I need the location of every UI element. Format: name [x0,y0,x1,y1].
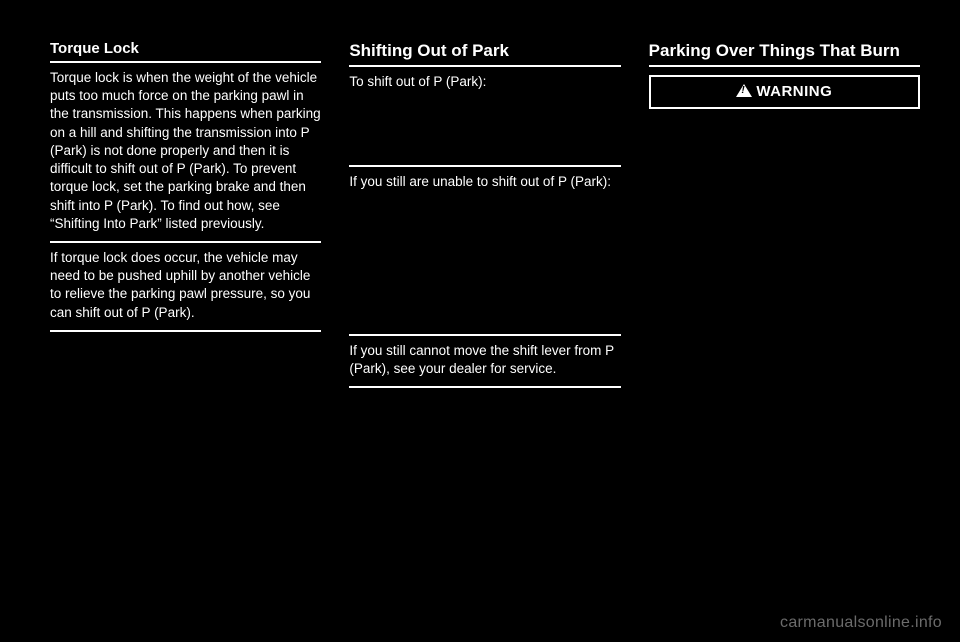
divider [349,165,620,167]
column-3: Parking Over Things That Burn WARNING [649,40,920,394]
parking-burn-heading: Parking Over Things That Burn [649,40,920,61]
divider [349,334,620,336]
shifting-out-dealer: If you still cannot move the shift lever… [349,342,620,378]
divider [349,386,620,388]
shifting-out-intro: To shift out of P (Park): [349,73,620,91]
divider [50,330,321,332]
torque-lock-body-1: Torque lock is when the weight of the ve… [50,69,321,233]
shifting-out-unable: If you still are unable to shift out of … [349,173,620,191]
column-2: Shifting Out of Park To shift out of P (… [349,40,620,394]
shifting-out-heading: Shifting Out of Park [349,40,620,61]
warning-label: WARNING [736,83,832,100]
divider [349,65,620,67]
divider [50,241,321,243]
torque-lock-body-2: If torque lock does occur, the vehicle m… [50,249,321,322]
torque-lock-heading: Torque Lock [50,40,321,57]
divider [649,65,920,67]
spacer [349,200,620,330]
watermark: carmanualsonline.info [780,614,942,632]
warning-box: WARNING [649,75,920,109]
warning-text: WARNING [756,83,832,100]
divider [50,61,321,63]
column-1: Torque Lock Torque lock is when the weig… [50,40,321,394]
manual-page: Torque Lock Torque lock is when the weig… [50,40,920,394]
spacer [349,99,620,161]
warning-icon [736,84,752,97]
